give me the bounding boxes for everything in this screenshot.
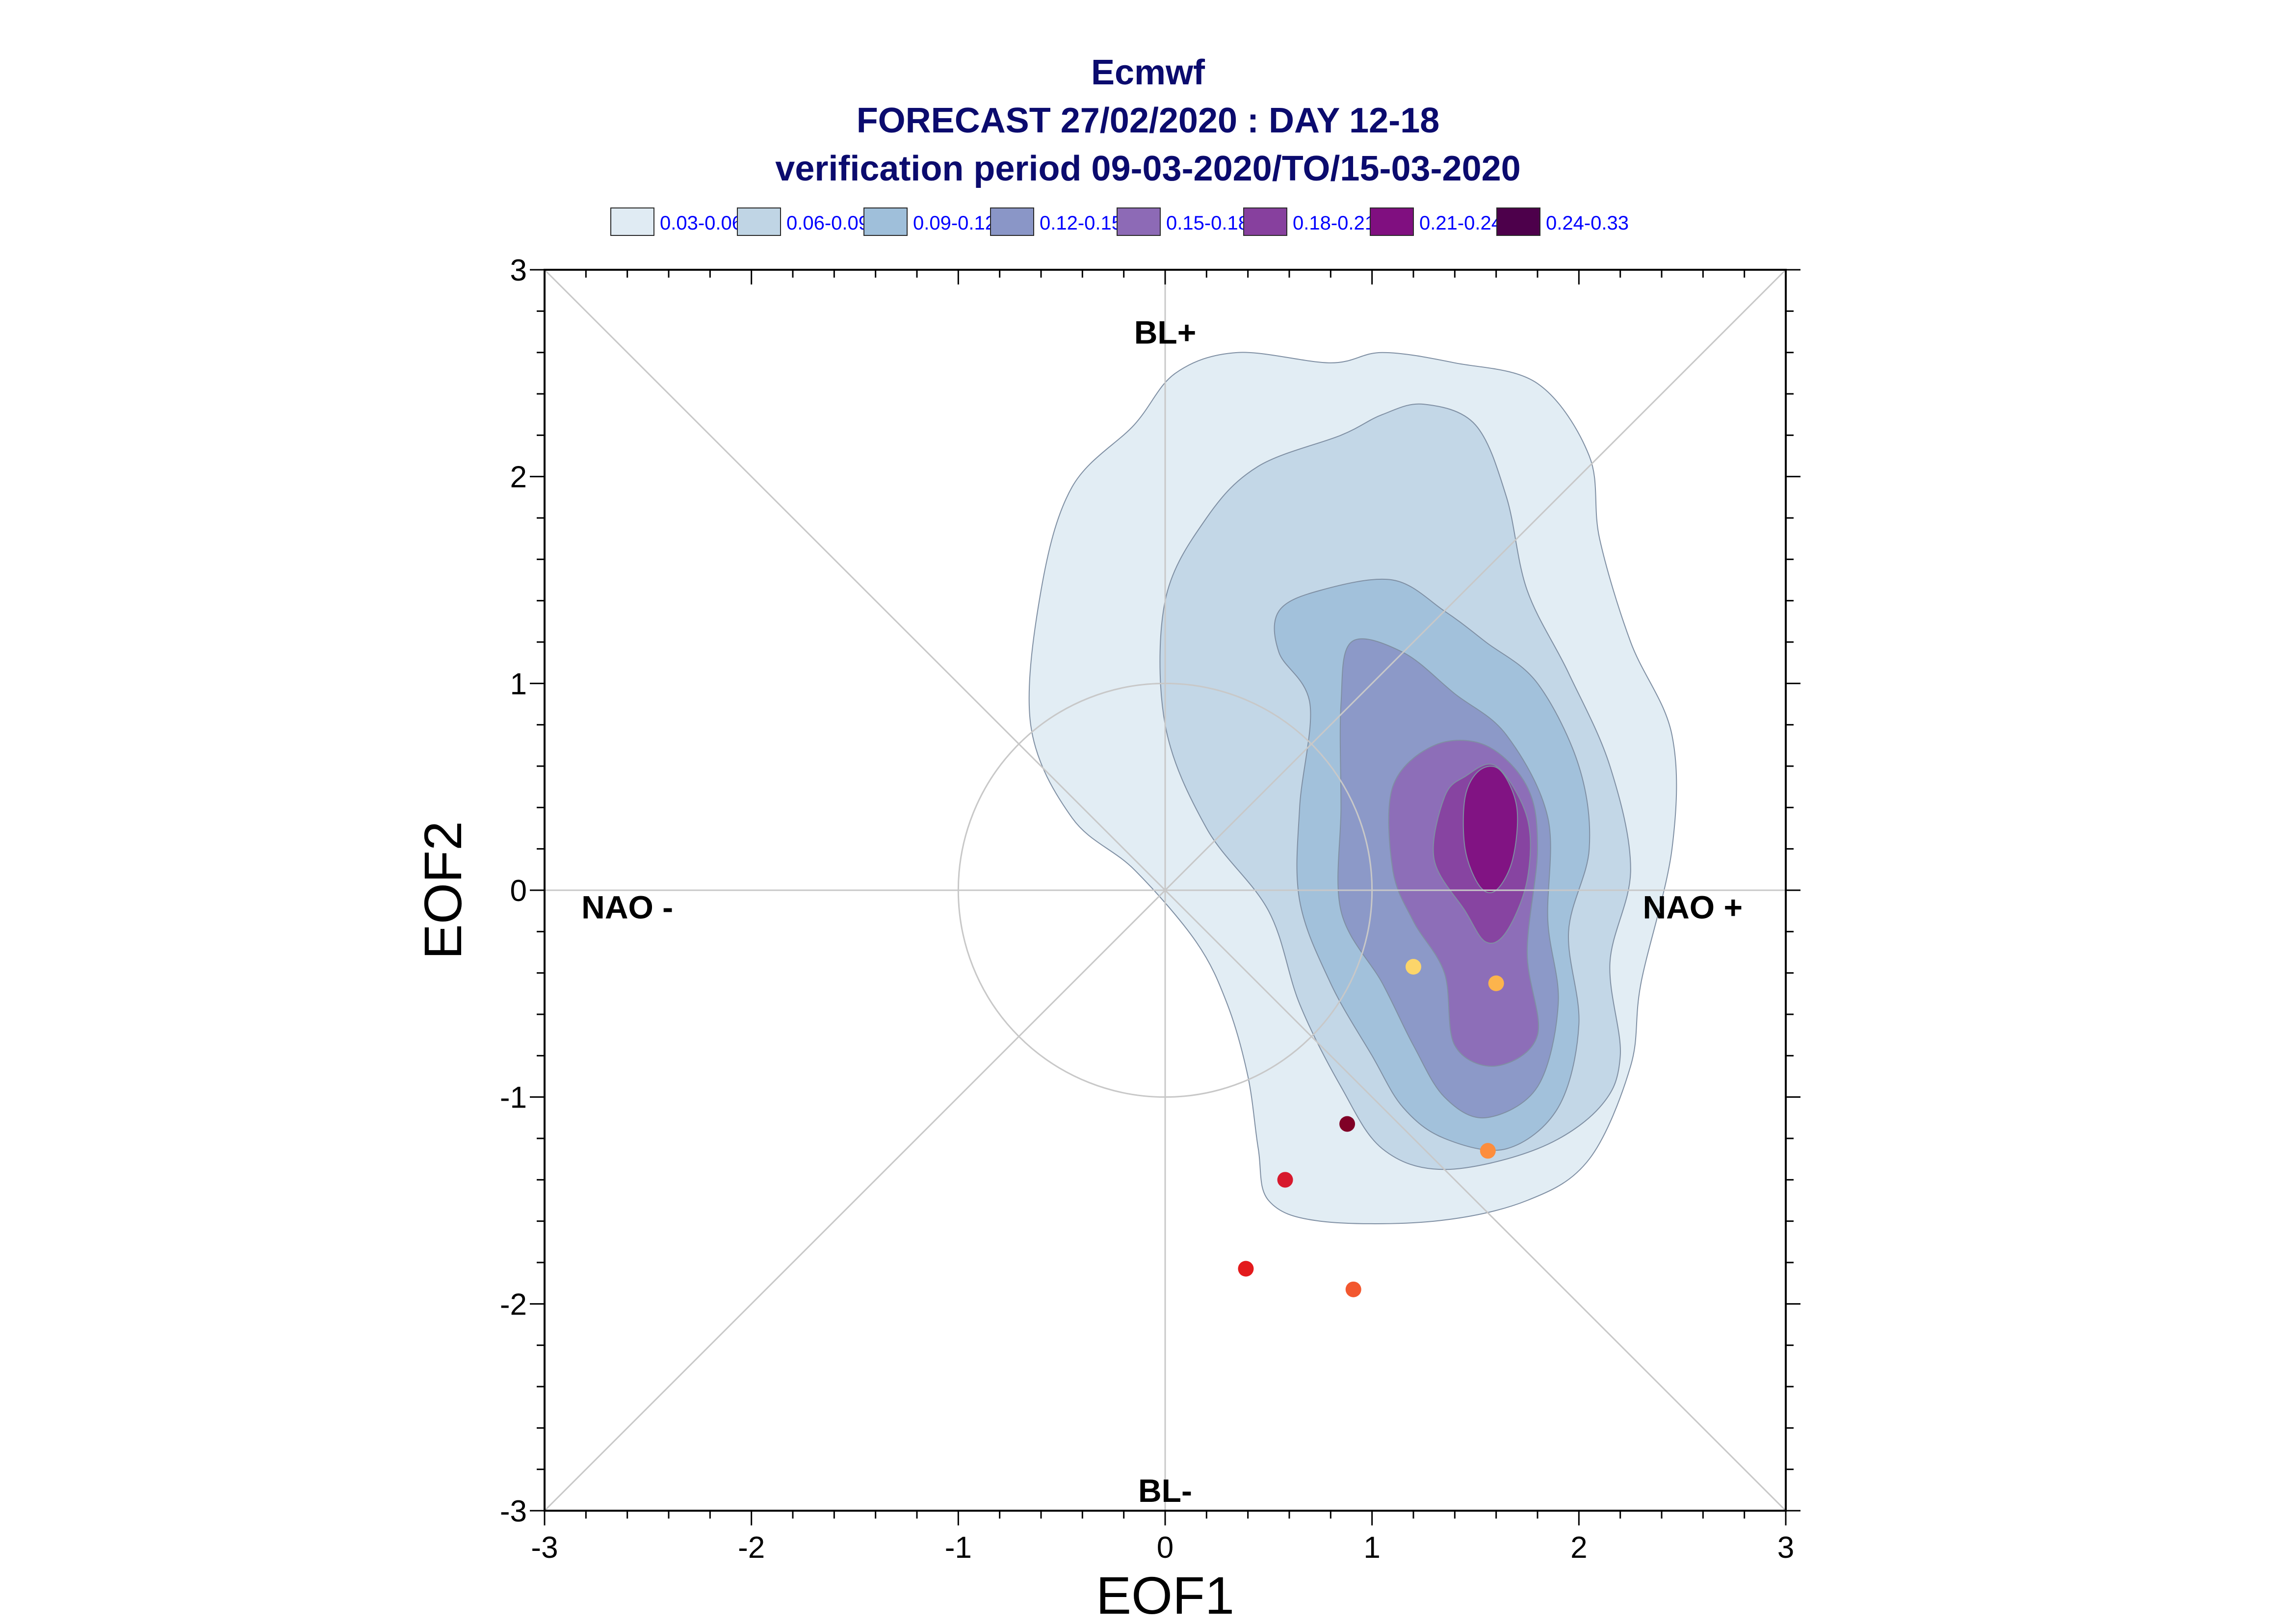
- legend-swatch: [990, 207, 1034, 236]
- y-axis-title: EOF2: [413, 821, 472, 959]
- legend: 0.03-0.06 0.06-0.09 0.09-0.12 0.12-0.15 0.15…: [610, 207, 1629, 236]
- x-axis-title: EOF1: [1096, 1566, 1234, 1624]
- x-tick-label: 2: [1570, 1531, 1587, 1565]
- regime-label: BL+: [1134, 314, 1197, 351]
- regime-label: BL-: [1138, 1472, 1192, 1509]
- axis-ticks: -3 -2 -1 0 1 2 3 -3 -2 -1 0 1 2 3: [500, 254, 1800, 1565]
- plot-area: BL+ BL- NAO - NAO + -3 -2 -1 0 1 2 3 -3 -2 -1 0 1 2 3: [500, 254, 1800, 1565]
- legend-swatch: [863, 207, 908, 236]
- legend-label: 0.18-0.21: [1293, 212, 1376, 234]
- x-tick-label: -2: [738, 1531, 765, 1565]
- x-tick-label: -1: [945, 1531, 972, 1565]
- legend-label: 0.09-0.12: [913, 212, 996, 234]
- legend-swatch: [1496, 207, 1540, 236]
- legend-label: 0.03-0.06: [660, 212, 743, 234]
- title-line-1: Ecmwf: [1091, 53, 1205, 92]
- x-tick-label: 1: [1363, 1531, 1380, 1565]
- member-point: [1406, 959, 1421, 975]
- y-tick-label: 1: [510, 667, 527, 701]
- y-tick-label: 0: [510, 874, 527, 908]
- regime-labels: BL+ BL- NAO - NAO +: [581, 314, 1743, 1509]
- x-tick-label: 0: [1157, 1531, 1174, 1565]
- title-line-3: verification period 09-03-2020/TO/15-03-…: [775, 149, 1520, 188]
- legend-label: 0.06-0.09: [786, 212, 869, 234]
- member-point: [1480, 1143, 1496, 1159]
- x-tick-label: -3: [531, 1531, 558, 1565]
- legend-label: 0.15-0.18: [1166, 212, 1249, 234]
- legend-swatch: [737, 207, 781, 236]
- regime-label: NAO +: [1643, 889, 1743, 926]
- legend-label: 0.21-0.24: [1419, 212, 1502, 234]
- legend-swatch: [1117, 207, 1161, 236]
- member-point: [1277, 1172, 1293, 1188]
- y-tick-label: -1: [500, 1081, 527, 1115]
- legend-swatch: [610, 207, 654, 236]
- legend-swatch: [1370, 207, 1414, 236]
- title-line-2: FORECAST 27/02/2020 : DAY 12-18: [857, 101, 1440, 140]
- legend-label: 0.24-0.33: [1546, 212, 1629, 234]
- member-point: [1345, 1281, 1361, 1297]
- y-tick-label: -2: [500, 1288, 527, 1321]
- y-tick-label: 2: [510, 461, 527, 494]
- member-point: [1238, 1261, 1254, 1277]
- legend-swatch: [1243, 207, 1287, 236]
- member-points: [1238, 959, 1504, 1297]
- reference-guides: [544, 269, 1787, 1512]
- legend-label: 0.12-0.15: [1040, 212, 1122, 234]
- member-point: [1339, 1116, 1356, 1132]
- reference-circle: [957, 682, 1373, 1098]
- y-tick-label: 3: [510, 254, 527, 287]
- member-point: [1488, 975, 1504, 991]
- y-tick-label: -3: [500, 1495, 527, 1528]
- chart-title: Ecmwf FORECAST 27/02/2020 : DAY 12-18 ve…: [775, 53, 1520, 188]
- x-tick-label: 3: [1777, 1531, 1794, 1565]
- regime-label: NAO -: [581, 889, 673, 926]
